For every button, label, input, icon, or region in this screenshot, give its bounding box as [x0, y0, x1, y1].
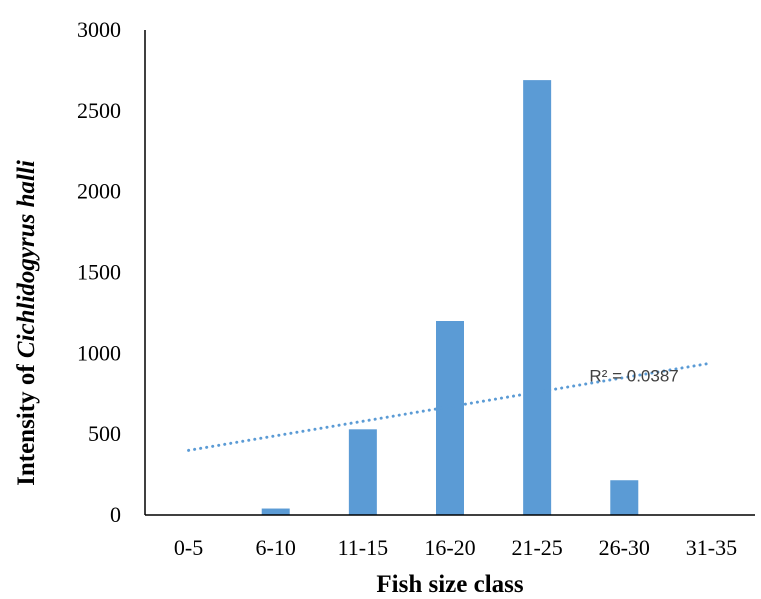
- x-tick-label: 0-5: [174, 535, 203, 560]
- y-axis-title-prefix: Intensity of: [13, 358, 40, 486]
- y-tick-label: 3000: [77, 17, 121, 42]
- y-tick-label: 1500: [77, 260, 121, 285]
- bar-16-20: [436, 321, 464, 515]
- y-axis-title: Intensity of Cichlidogyrus halli: [13, 160, 40, 486]
- bar-26-30: [610, 480, 639, 515]
- x-tick-label: 21-25: [511, 535, 562, 560]
- y-tick-label: 0: [110, 502, 121, 527]
- bar-21-25: [523, 80, 552, 515]
- x-axis-title: Fish size class: [376, 571, 523, 598]
- x-tick-label: 16-20: [424, 535, 475, 560]
- y-tick-label: 2000: [77, 179, 121, 204]
- x-tick-label: 6-10: [256, 535, 296, 560]
- y-tick-label: 2500: [77, 98, 121, 123]
- x-tick-labels: 0-5 6-10 11-15 16-20 21-25 26-30 31-35: [174, 535, 737, 560]
- bar-11-15: [348, 429, 377, 515]
- y-tick-label: 500: [88, 421, 121, 446]
- x-tick-label: 31-35: [686, 535, 737, 560]
- axes-group: [144, 30, 755, 516]
- y-tick-labels: 0 500 1000 1500 2000 2500 3000: [77, 17, 121, 527]
- trendline-r2-label: R² = 0.0387: [589, 366, 678, 385]
- bar-6-10: [261, 508, 290, 515]
- y-axis-title-species: Cichlidogyrus halli: [13, 160, 40, 358]
- bars-group: [261, 80, 639, 515]
- x-tick-label: 11-15: [338, 535, 389, 560]
- y-tick-label: 1000: [77, 340, 121, 365]
- x-tick-label: 26-30: [599, 535, 650, 560]
